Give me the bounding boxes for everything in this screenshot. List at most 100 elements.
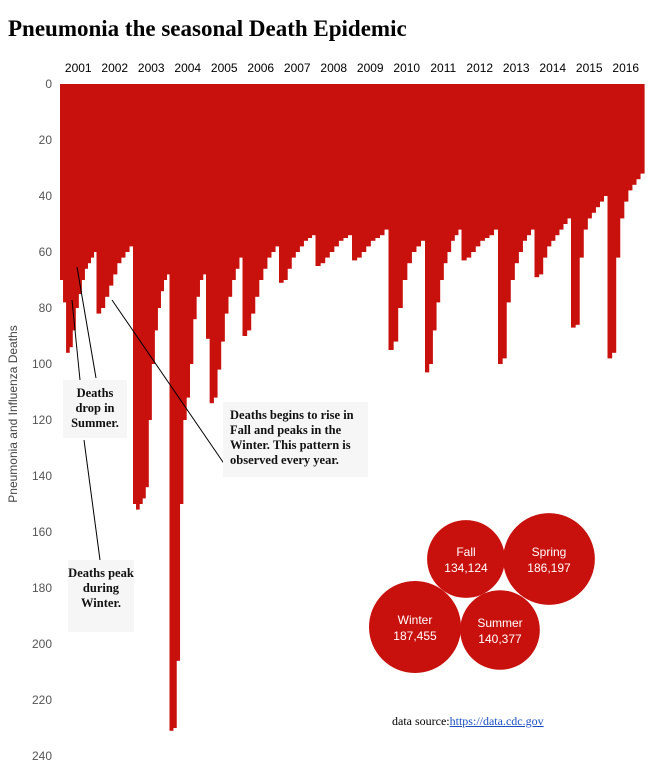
bar <box>627 84 633 191</box>
data-source: data source:https://data.cdc.gov <box>392 714 544 729</box>
bar <box>406 84 412 264</box>
bar <box>299 84 304 247</box>
bar <box>172 84 177 728</box>
bar <box>347 84 353 236</box>
bar <box>461 84 467 261</box>
bar <box>227 84 233 297</box>
bar <box>151 84 155 364</box>
bar <box>235 84 240 269</box>
bar <box>154 84 158 331</box>
bar <box>498 84 503 364</box>
bar <box>63 84 67 303</box>
bar <box>402 84 408 280</box>
bar <box>542 84 548 258</box>
bar <box>196 84 200 297</box>
bar <box>457 84 463 230</box>
bar <box>420 84 426 241</box>
bar <box>182 84 187 420</box>
season-bubble-value: 187,455 <box>393 629 437 643</box>
bar <box>250 84 256 314</box>
bar <box>242 84 248 336</box>
x-tick-label: 2005 <box>211 61 238 75</box>
bar <box>571 84 576 328</box>
bar <box>342 84 349 238</box>
bar <box>262 84 268 269</box>
bar <box>428 84 433 364</box>
bar <box>623 84 629 202</box>
x-tick-label: 2012 <box>466 61 493 75</box>
x-tick-label: 2014 <box>539 61 566 75</box>
bar <box>145 84 149 488</box>
bar <box>166 84 171 275</box>
bar <box>104 84 110 297</box>
bar <box>96 84 102 314</box>
bar <box>116 84 122 264</box>
bar <box>502 84 507 359</box>
bar <box>393 84 399 342</box>
bar <box>192 84 197 320</box>
bar <box>307 84 313 238</box>
bar <box>446 84 452 252</box>
y-tick-label: 200 <box>32 637 52 651</box>
bar <box>411 84 417 252</box>
data-source-link[interactable]: https://data.cdc.gov <box>449 714 544 728</box>
bar <box>311 84 317 236</box>
bar <box>538 84 544 275</box>
bar <box>274 84 280 247</box>
bar <box>338 84 344 241</box>
x-tick-label: 2006 <box>247 61 274 75</box>
bar <box>206 84 211 339</box>
x-tick-label: 2001 <box>65 61 92 75</box>
bar <box>432 84 437 331</box>
x-tick-label: 2008 <box>320 61 347 75</box>
bar <box>139 84 143 504</box>
bar <box>90 84 95 258</box>
bar <box>530 84 536 230</box>
x-tick-label: 2016 <box>612 61 639 75</box>
bar <box>333 84 339 247</box>
y-tick-label: 80 <box>39 301 53 315</box>
bar <box>93 84 98 252</box>
bar <box>75 84 79 308</box>
bar <box>279 84 284 283</box>
bar <box>479 84 485 241</box>
bar <box>108 84 114 286</box>
bar <box>176 84 181 661</box>
data-source-label: data source: <box>392 714 450 728</box>
bar <box>635 84 641 180</box>
bar <box>639 84 645 174</box>
bar <box>213 84 218 398</box>
bar <box>148 84 152 420</box>
bar <box>454 84 459 236</box>
bar <box>397 84 403 308</box>
bar <box>157 84 161 308</box>
bar <box>189 84 194 364</box>
bar <box>133 84 137 504</box>
bar <box>466 84 472 258</box>
bar <box>566 84 572 219</box>
bar <box>591 84 596 213</box>
bar <box>291 84 296 258</box>
bar <box>603 84 609 196</box>
season-bubble-label: Winter <box>398 613 433 627</box>
annotation-line <box>71 299 81 381</box>
bar <box>160 84 165 292</box>
season-bubble-value: 134,124 <box>444 561 488 575</box>
bar <box>66 84 70 353</box>
bar <box>179 84 184 504</box>
bar <box>439 84 444 280</box>
bar <box>258 84 264 280</box>
bar <box>379 84 385 236</box>
x-tick-label: 2009 <box>357 61 384 75</box>
bar <box>231 84 236 280</box>
bar <box>238 84 244 258</box>
bar <box>329 84 335 252</box>
bar <box>324 84 330 258</box>
x-tick-label: 2015 <box>576 61 603 75</box>
annotation-rise-fall: Deaths begins to rise in Fall and peaks … <box>223 402 368 477</box>
bar <box>78 84 82 294</box>
y-tick-label: 220 <box>32 693 52 707</box>
bar <box>475 84 481 247</box>
bar <box>587 84 592 219</box>
y-tick-label: 0 <box>45 77 52 91</box>
